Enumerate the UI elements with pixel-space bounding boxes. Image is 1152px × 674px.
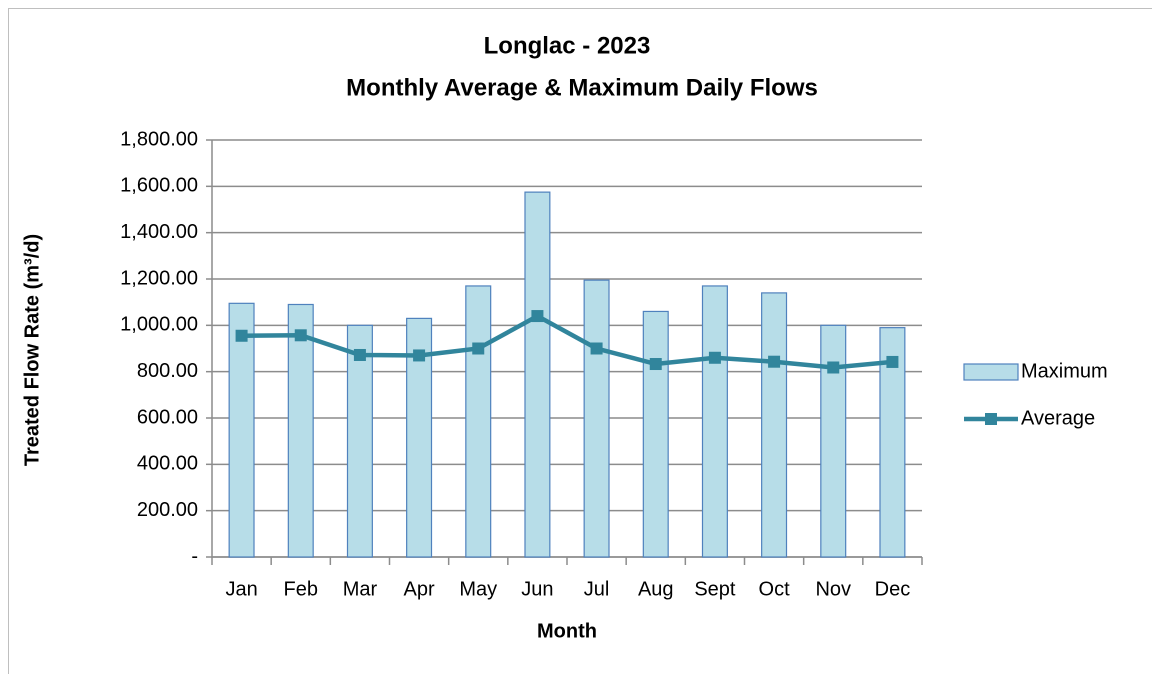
y-tick-label: 200.00	[137, 499, 198, 521]
marker	[235, 329, 248, 342]
marker	[768, 355, 781, 368]
legend-label: Average	[1021, 407, 1095, 429]
chart-subtitle: Monthly Average & Maximum Daily Flows	[346, 74, 818, 101]
bar	[642, 310, 669, 558]
x-tick-label: Nov	[815, 578, 851, 600]
bar	[228, 302, 255, 558]
x-tick-label: Feb	[284, 578, 318, 600]
marker	[649, 358, 662, 371]
bar	[465, 285, 492, 558]
x-axis-title: Month	[537, 620, 597, 642]
marker	[708, 351, 721, 364]
bar	[346, 324, 373, 558]
legend-swatch	[963, 363, 1019, 381]
marker	[413, 349, 426, 362]
x-tick-label: May	[459, 578, 497, 600]
marker	[353, 348, 366, 361]
legend-label: Maximum	[1021, 360, 1108, 382]
bar	[524, 191, 551, 558]
y-tick-label: 1,600.00	[120, 175, 198, 197]
x-tick-label: Dec	[875, 578, 911, 600]
marker	[827, 361, 840, 374]
x-tick-label: Jan	[225, 578, 257, 600]
legend-marker	[985, 413, 997, 425]
x-tick-label: Sept	[694, 578, 736, 600]
y-tick-label: 800.00	[137, 360, 198, 382]
y-tick-label: 1,200.00	[120, 267, 198, 289]
marker	[886, 355, 899, 368]
marker	[531, 310, 544, 323]
y-axis-title: Treated Flow Rate (m³/d)	[21, 234, 43, 466]
x-tick-label: Jul	[584, 578, 610, 600]
x-tick-label: Jun	[521, 578, 553, 600]
bar	[820, 324, 847, 558]
x-tick-label: Aug	[638, 578, 674, 600]
marker	[590, 342, 603, 355]
bar	[761, 292, 788, 558]
bar	[583, 279, 610, 558]
y-tick-label: 600.00	[137, 406, 198, 428]
y-tick-label: 1,800.00	[120, 128, 198, 150]
y-tick-label: 1,400.00	[120, 221, 198, 243]
x-tick-label: Apr	[404, 578, 435, 600]
marker	[294, 329, 307, 342]
x-tick-label: Mar	[343, 578, 378, 600]
bar	[287, 303, 314, 558]
y-tick-label: -	[191, 545, 198, 567]
chart-title: Longlac - 2023	[484, 32, 651, 59]
x-tick-label: Oct	[759, 578, 791, 600]
y-tick-label: 1,000.00	[120, 314, 198, 336]
line	[241, 313, 893, 370]
bar	[701, 285, 728, 558]
y-tick-label: 400.00	[137, 453, 198, 475]
marker	[472, 342, 485, 355]
